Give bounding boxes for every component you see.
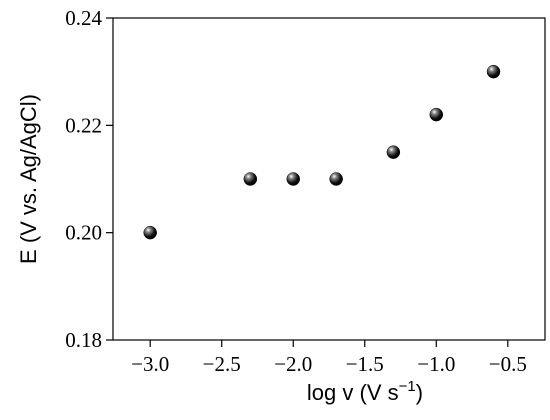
x-tick-label: −1.5 xyxy=(346,352,384,376)
point xyxy=(329,172,343,186)
x-axis-label: log v (V s−1) xyxy=(307,378,423,405)
y-axis-label: E (V vs. Ag/AgCl) xyxy=(16,94,41,264)
point xyxy=(486,64,501,79)
plot-frame xyxy=(112,17,546,341)
y-tick-label: 0.18 xyxy=(65,328,102,352)
x-tick-label: −2.0 xyxy=(274,352,312,376)
point xyxy=(386,145,401,159)
point xyxy=(429,107,444,122)
point xyxy=(286,172,300,186)
x-label-superscript: −1 xyxy=(399,378,416,395)
x-tick-label: −2.5 xyxy=(203,352,241,376)
point xyxy=(243,172,258,186)
y-tick-label: 0.22 xyxy=(65,113,102,137)
y-tick-label: 0.20 xyxy=(65,221,102,245)
x-tick-label: −0.5 xyxy=(489,352,527,376)
point xyxy=(143,225,157,240)
y-tick-label: 0.24 xyxy=(65,6,102,30)
x-label-suffix: ) xyxy=(416,380,423,405)
x-label-text: log v (V s xyxy=(307,380,399,405)
x-tick-label: −1.0 xyxy=(417,352,455,376)
x-tick-label: −3.0 xyxy=(131,352,169,376)
